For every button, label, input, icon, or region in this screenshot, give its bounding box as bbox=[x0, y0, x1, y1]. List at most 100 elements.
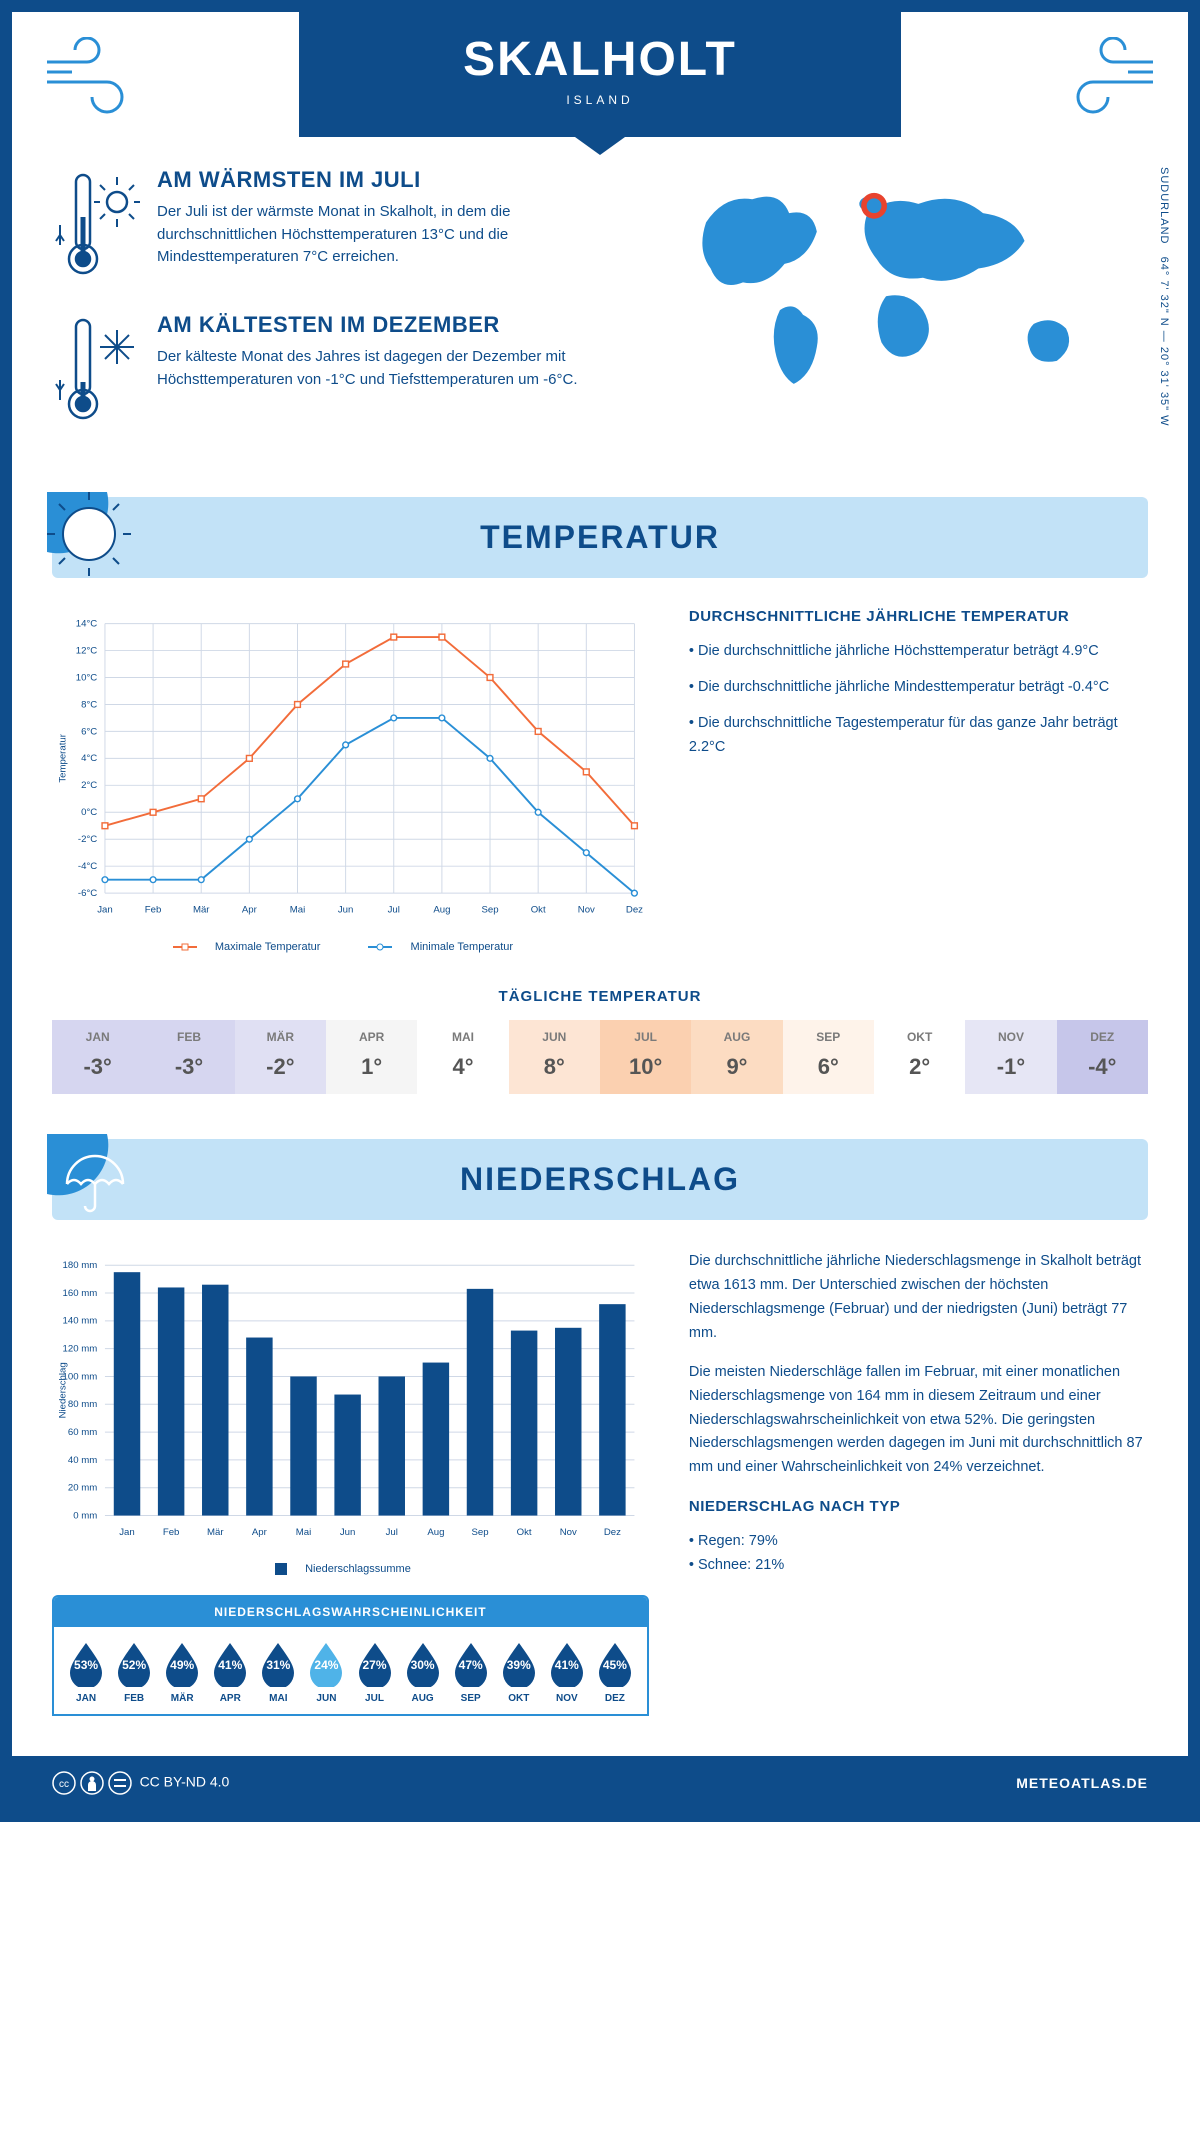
svg-text:8°C: 8°C bbox=[81, 699, 97, 710]
license: cc CC BY-ND 4.0 bbox=[52, 1771, 229, 1795]
warmest-title: AM WÄRMSTEN IM JULI bbox=[157, 167, 622, 193]
svg-text:Feb: Feb bbox=[145, 904, 162, 915]
footer: cc CC BY-ND 4.0 METEOATLAS.DE bbox=[12, 1756, 1188, 1810]
svg-text:12°C: 12°C bbox=[76, 645, 98, 656]
precipitation-bar-chart: 0 mm20 mm40 mm60 mm80 mm100 mm120 mm140 … bbox=[52, 1250, 649, 1550]
svg-text:Mär: Mär bbox=[207, 1527, 224, 1538]
precip-text-1: Die durchschnittliche jährliche Niedersc… bbox=[689, 1250, 1148, 1346]
daily-temp-cell: FEB-3° bbox=[143, 1020, 234, 1094]
precipitation-probability-box: NIEDERSCHLAGSWAHRSCHEINLICHKEIT 53%JAN52… bbox=[52, 1595, 649, 1716]
temperature-line-chart: -6°C -4°C -2°C 0°C 2°C 4°C 6°C 8°C 10°C 12°C 14°C J… bbox=[52, 608, 649, 928]
precipitation-section-header: NIEDERSCHLAG bbox=[52, 1139, 1148, 1220]
warmest-fact: AM WÄRMSTEN IM JULI Der Juli ist der wär… bbox=[52, 167, 622, 287]
coldest-fact: AM KÄLTESTEN IM DEZEMBER Der kälteste Mo… bbox=[52, 312, 622, 432]
svg-text:Mär: Mär bbox=[193, 904, 210, 915]
prob-cell: 27%JUL bbox=[350, 1639, 398, 1704]
prob-cell: 31%MAI bbox=[254, 1639, 302, 1704]
svg-text:14°C: 14°C bbox=[76, 618, 98, 629]
svg-text:140 mm: 140 mm bbox=[63, 1316, 98, 1327]
thermometer-cold-icon bbox=[52, 312, 142, 427]
svg-text:Mai: Mai bbox=[296, 1527, 311, 1538]
svg-text:Niederschlag: Niederschlag bbox=[57, 1362, 68, 1418]
precip-type-list: • Regen: 79%• Schnee: 21% bbox=[689, 1530, 1148, 1578]
svg-text:Apr: Apr bbox=[242, 904, 258, 915]
daily-temp-cell: MAI4° bbox=[417, 1020, 508, 1094]
svg-text:Mai: Mai bbox=[290, 904, 305, 915]
svg-text:-6°C: -6°C bbox=[78, 888, 97, 899]
prob-cell: 30%AUG bbox=[399, 1639, 447, 1704]
svg-text:-4°C: -4°C bbox=[78, 861, 97, 872]
wind-icon bbox=[42, 37, 152, 117]
svg-text:Feb: Feb bbox=[163, 1527, 180, 1538]
temperature-section-header: TEMPERATUR bbox=[52, 497, 1148, 578]
prob-cell: 39%OKT bbox=[495, 1639, 543, 1704]
svg-text:Aug: Aug bbox=[433, 904, 450, 915]
daily-temp-cell: JAN-3° bbox=[52, 1020, 143, 1094]
svg-text:0 mm: 0 mm bbox=[73, 1510, 97, 1521]
temp-chart-legend: Maximale Temperatur Minimale Temperatur bbox=[52, 941, 649, 953]
svg-text:6°C: 6°C bbox=[81, 726, 97, 737]
prob-cell: 41%APR bbox=[206, 1639, 254, 1704]
svg-text:Jun: Jun bbox=[340, 1527, 356, 1538]
prob-cell: 53%JAN bbox=[62, 1639, 110, 1704]
svg-text:10°C: 10°C bbox=[76, 672, 98, 683]
daily-temp-table: JAN-3°FEB-3°MÄR-2°APR1°MAI4°JUN8°JUL10°A… bbox=[52, 1020, 1148, 1094]
daily-temp-cell: MÄR-2° bbox=[235, 1020, 326, 1094]
svg-text:-2°C: -2°C bbox=[78, 834, 97, 845]
avg-temp-title: DURCHSCHNITTLICHE JÄHRLICHE TEMPERATUR bbox=[689, 608, 1148, 625]
precip-type-title: NIEDERSCHLAG NACH TYP bbox=[689, 1495, 1148, 1520]
precip-text-2: Die meisten Niederschläge fallen im Febr… bbox=[689, 1361, 1148, 1481]
svg-text:Jun: Jun bbox=[338, 904, 354, 915]
daily-temp-cell: JUN8° bbox=[509, 1020, 600, 1094]
svg-text:Jul: Jul bbox=[386, 1527, 398, 1538]
prob-cell: 49%MÄR bbox=[158, 1639, 206, 1704]
warmest-text: Der Juli ist der wärmste Monat in Skalho… bbox=[157, 201, 622, 269]
svg-text:Temperatur: Temperatur bbox=[57, 733, 68, 782]
svg-text:80 mm: 80 mm bbox=[68, 1399, 97, 1410]
umbrella-icon bbox=[47, 1134, 147, 1234]
coldest-text: Der kälteste Monat des Jahres ist dagege… bbox=[157, 346, 622, 391]
prob-cell: 45%DEZ bbox=[591, 1639, 639, 1704]
thermometer-hot-icon bbox=[52, 167, 142, 282]
daily-temp-cell: DEZ-4° bbox=[1057, 1020, 1148, 1094]
svg-text:180 mm: 180 mm bbox=[63, 1260, 98, 1271]
svg-text:Nov: Nov bbox=[578, 904, 595, 915]
location-country: ISLAND bbox=[299, 93, 902, 107]
svg-text:Dez: Dez bbox=[626, 904, 643, 915]
avg-temp-list: Die durchschnittliche jährliche Höchstte… bbox=[689, 640, 1148, 760]
site-name: METEOATLAS.DE bbox=[1016, 1775, 1148, 1791]
svg-text:120 mm: 120 mm bbox=[63, 1344, 98, 1355]
daily-temp-cell: AUG9° bbox=[691, 1020, 782, 1094]
daily-temp-title: TÄGLICHE TEMPERATUR bbox=[52, 988, 1148, 1005]
svg-text:Okt: Okt bbox=[517, 1527, 532, 1538]
svg-text:Jan: Jan bbox=[119, 1527, 135, 1538]
coldest-title: AM KÄLTESTEN IM DEZEMBER bbox=[157, 312, 622, 338]
svg-text:2°C: 2°C bbox=[81, 780, 97, 791]
daily-temp-cell: APR1° bbox=[326, 1020, 417, 1094]
daily-temp-cell: SEP6° bbox=[783, 1020, 874, 1094]
wind-icon bbox=[1048, 37, 1158, 117]
location-title: SKALHOLT bbox=[299, 32, 902, 87]
svg-text:Jul: Jul bbox=[388, 904, 400, 915]
svg-text:Okt: Okt bbox=[531, 904, 546, 915]
daily-temp-cell: NOV-1° bbox=[965, 1020, 1056, 1094]
svg-text:0°C: 0°C bbox=[81, 807, 97, 818]
svg-text:Aug: Aug bbox=[427, 1527, 444, 1538]
world-map bbox=[652, 167, 1148, 407]
svg-text:cc: cc bbox=[59, 1779, 69, 1790]
svg-text:Sep: Sep bbox=[471, 1527, 488, 1538]
daily-temp-cell: OKT2° bbox=[874, 1020, 965, 1094]
svg-text:20 mm: 20 mm bbox=[68, 1483, 97, 1494]
svg-text:Nov: Nov bbox=[560, 1527, 577, 1538]
prob-cell: 52%FEB bbox=[110, 1639, 158, 1704]
prob-cell: 24%JUN bbox=[302, 1639, 350, 1704]
precip-chart-legend: Niederschlagssumme bbox=[52, 1563, 649, 1575]
sun-icon bbox=[47, 492, 147, 592]
coordinates: SUDURLAND 64° 7' 32" N — 20° 31' 35" W bbox=[1158, 167, 1170, 427]
svg-text:40 mm: 40 mm bbox=[68, 1455, 97, 1466]
prob-cell: 41%NOV bbox=[543, 1639, 591, 1704]
svg-text:60 mm: 60 mm bbox=[68, 1427, 97, 1438]
svg-text:Sep: Sep bbox=[481, 904, 498, 915]
svg-text:160 mm: 160 mm bbox=[63, 1288, 98, 1299]
svg-text:4°C: 4°C bbox=[81, 753, 97, 764]
